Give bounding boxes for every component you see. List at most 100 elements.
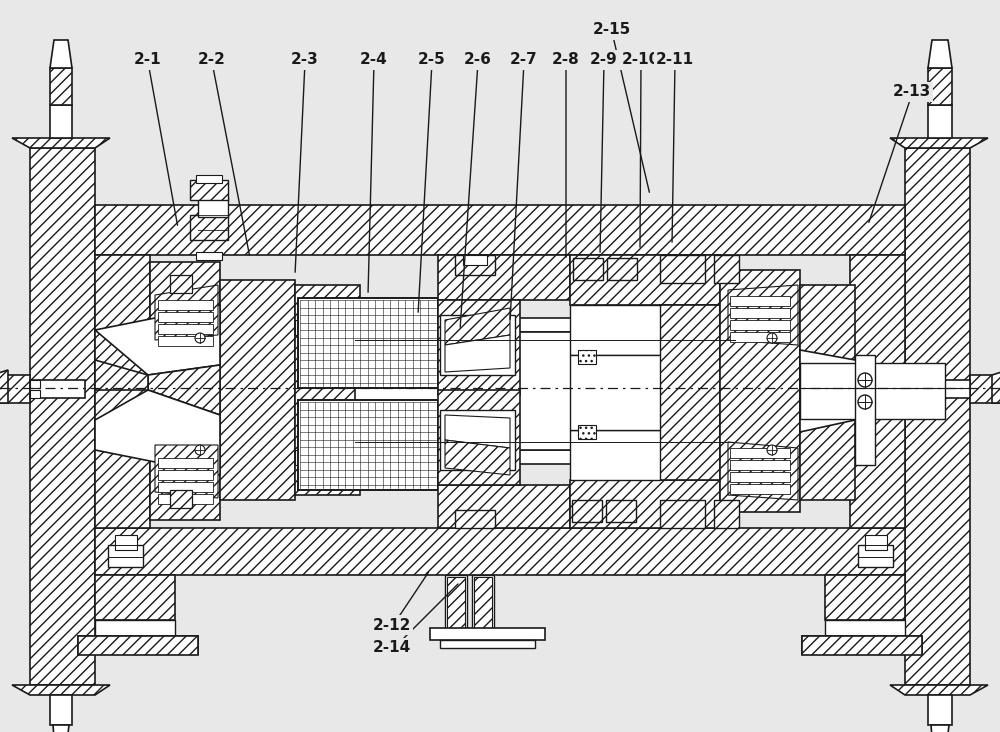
Text: 2-5: 2-5 <box>418 53 446 67</box>
Polygon shape <box>155 445 218 498</box>
Bar <box>570 305 660 355</box>
Bar <box>463 255 487 265</box>
Bar <box>170 275 192 293</box>
Bar <box>730 484 790 494</box>
Polygon shape <box>148 365 220 415</box>
Bar <box>730 332 790 342</box>
Polygon shape <box>928 40 952 68</box>
Polygon shape <box>95 528 905 575</box>
Polygon shape <box>445 415 510 448</box>
Bar <box>190 215 228 240</box>
Text: 2-8: 2-8 <box>552 53 580 67</box>
Text: 2-3: 2-3 <box>291 53 319 67</box>
Polygon shape <box>660 305 720 480</box>
Bar <box>730 296 790 306</box>
Bar <box>714 500 739 528</box>
Polygon shape <box>800 285 855 500</box>
Polygon shape <box>890 685 988 695</box>
Bar <box>440 410 515 470</box>
Polygon shape <box>50 695 72 725</box>
Polygon shape <box>155 285 218 340</box>
Bar <box>196 252 222 260</box>
Bar <box>730 472 790 482</box>
Bar <box>170 490 192 508</box>
Bar <box>158 324 213 334</box>
Bar <box>440 640 535 648</box>
Polygon shape <box>438 300 520 395</box>
Bar <box>158 482 213 492</box>
Bar <box>970 375 1000 403</box>
Bar <box>198 197 228 217</box>
Polygon shape <box>825 575 905 620</box>
Bar <box>95 620 175 638</box>
Bar <box>190 180 228 200</box>
Polygon shape <box>445 440 510 475</box>
Polygon shape <box>95 360 148 390</box>
Bar <box>578 425 596 439</box>
Bar <box>730 460 790 470</box>
Bar <box>355 332 735 450</box>
Polygon shape <box>50 40 72 68</box>
Text: 2-1: 2-1 <box>134 53 162 67</box>
Text: 2-14: 2-14 <box>373 640 411 655</box>
Bar <box>455 510 495 528</box>
Polygon shape <box>928 105 952 138</box>
Polygon shape <box>735 305 800 475</box>
Text: 2-10: 2-10 <box>622 53 660 67</box>
Bar <box>158 494 213 504</box>
Polygon shape <box>570 480 720 528</box>
Polygon shape <box>728 285 798 345</box>
Text: 2-9: 2-9 <box>590 53 618 67</box>
Bar <box>115 535 137 550</box>
Bar <box>158 470 213 480</box>
Bar <box>730 448 790 458</box>
Bar <box>295 320 360 335</box>
Circle shape <box>195 445 205 455</box>
Bar <box>855 355 875 465</box>
Text: 2-2: 2-2 <box>198 53 226 67</box>
Bar <box>158 458 213 468</box>
Bar <box>570 430 660 480</box>
Polygon shape <box>95 390 220 475</box>
Polygon shape <box>720 270 800 512</box>
Bar <box>607 258 637 280</box>
Polygon shape <box>931 725 949 732</box>
Bar <box>30 390 40 398</box>
Bar <box>578 350 596 364</box>
Bar <box>572 500 602 522</box>
Bar <box>472 575 494 630</box>
Bar <box>455 255 495 275</box>
Polygon shape <box>12 138 110 148</box>
Text: 2-15: 2-15 <box>593 23 631 37</box>
Bar <box>158 312 213 322</box>
Polygon shape <box>50 68 72 105</box>
Text: 2-7: 2-7 <box>510 53 538 67</box>
Bar <box>196 175 222 183</box>
Polygon shape <box>928 68 952 105</box>
Bar <box>0 375 30 403</box>
Text: 2-6: 2-6 <box>464 53 492 67</box>
Polygon shape <box>928 695 952 725</box>
Polygon shape <box>95 305 220 375</box>
Circle shape <box>767 445 777 455</box>
Polygon shape <box>220 280 295 500</box>
Polygon shape <box>0 370 8 403</box>
Polygon shape <box>95 205 905 255</box>
Polygon shape <box>438 255 570 300</box>
Bar <box>730 320 790 330</box>
Circle shape <box>195 333 205 343</box>
Text: 2-11: 2-11 <box>656 53 694 67</box>
Bar <box>714 255 739 283</box>
Polygon shape <box>12 685 110 695</box>
Bar <box>858 545 893 567</box>
Bar <box>660 255 705 283</box>
Bar <box>825 620 905 638</box>
Bar <box>660 500 705 528</box>
Bar <box>440 315 515 375</box>
Text: 2-12: 2-12 <box>373 618 411 632</box>
Polygon shape <box>570 255 720 305</box>
Polygon shape <box>438 390 520 485</box>
Polygon shape <box>78 636 198 655</box>
Bar <box>108 545 143 567</box>
Bar <box>865 535 887 550</box>
